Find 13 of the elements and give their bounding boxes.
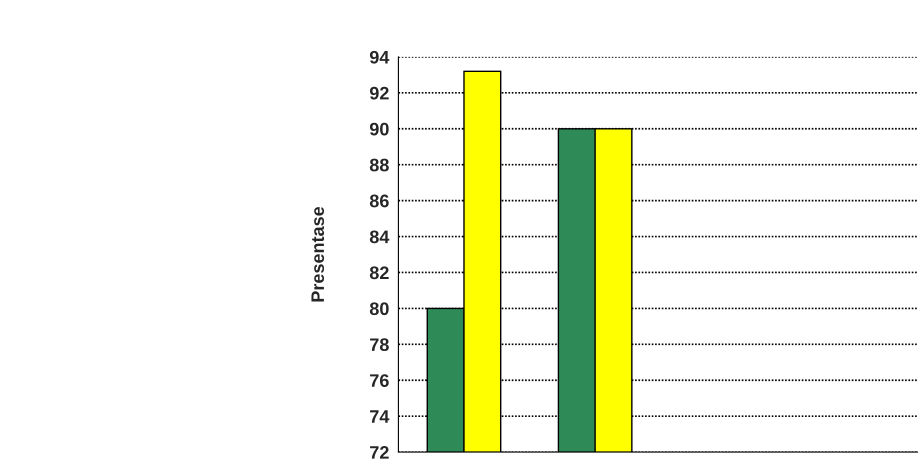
y-tick-label: 76 (370, 374, 389, 387)
y-tick-label: 94 (370, 50, 390, 64)
y-tick-label: 84 (370, 230, 390, 244)
y-tick-label: 78 (370, 338, 389, 352)
y-axis-title: Presentase (311, 206, 324, 302)
y-tick-label: 72 (370, 446, 389, 459)
y-tick-label: 88 (370, 158, 389, 172)
y-tick-label: 86 (370, 194, 389, 208)
y-tick-label: 90 (370, 122, 389, 136)
y-tick-label: 80 (370, 302, 389, 316)
y-tick-label: 74 (370, 410, 390, 423)
y-tick-label: 92 (370, 86, 389, 100)
y-tick-label: 82 (370, 266, 389, 280)
